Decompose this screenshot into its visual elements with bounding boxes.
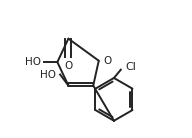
Text: HO: HO — [40, 70, 56, 79]
Text: O: O — [104, 56, 112, 66]
Text: O: O — [64, 61, 73, 71]
Text: Cl: Cl — [125, 62, 136, 72]
Text: HO: HO — [25, 57, 41, 67]
